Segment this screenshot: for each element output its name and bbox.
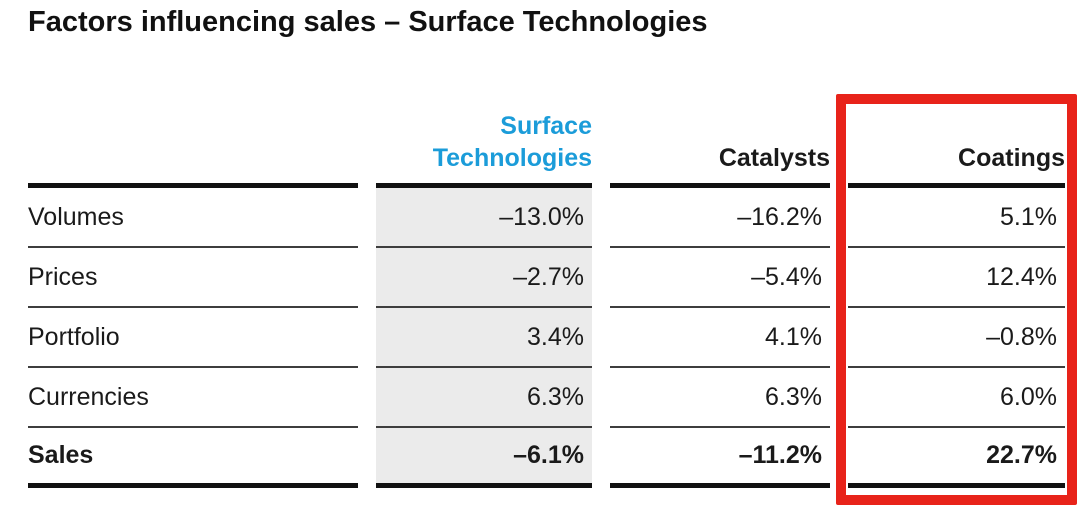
cell-volumes-catalysts: –16.2% [610,188,830,248]
cell-prices-catalysts: –5.4% [610,248,830,308]
cell-prices-coatings: 12.4% [848,248,1065,308]
cell-currencies-coatings: 6.0% [848,368,1065,428]
cell-volumes-surface-technologies: –13.0% [376,188,592,248]
column-header-surface-technologies: Surface Technologies [376,93,592,188]
cell-currencies-catalysts: 6.3% [610,368,830,428]
row-label-portfolio: Portfolio [28,308,358,368]
row-label-currencies: Currencies [28,368,358,428]
column-header-catalysts: Catalysts [610,93,830,188]
row-label-prices: Prices [28,248,358,308]
column-header-blank [28,93,358,188]
cell-currencies-surface-technologies: 6.3% [376,368,592,428]
column-header-coatings: Coatings [848,93,1065,188]
page-title: Factors influencing sales – Surface Tech… [28,6,708,38]
cell-sales-surface-technologies: –6.1% [376,428,592,488]
factors-table: Surface Technologies Catalysts Coatings … [28,93,1065,488]
cell-portfolio-coatings: –0.8% [848,308,1065,368]
cell-prices-surface-technologies: –2.7% [376,248,592,308]
cell-portfolio-catalysts: 4.1% [610,308,830,368]
cell-volumes-coatings: 5.1% [848,188,1065,248]
cell-sales-catalysts: –11.2% [610,428,830,488]
cell-sales-coatings: 22.7% [848,428,1065,488]
row-label-volumes: Volumes [28,188,358,248]
cell-portfolio-surface-technologies: 3.4% [376,308,592,368]
row-label-sales: Sales [28,428,358,488]
